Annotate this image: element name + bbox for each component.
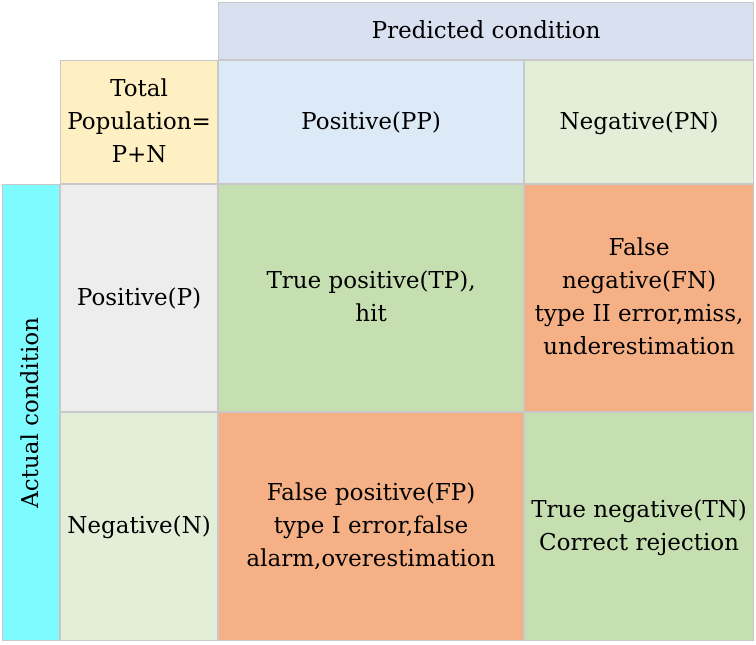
true-negative-line-2: Correct rejection (539, 529, 739, 556)
total-population-cell: Total Population= P+N (60, 60, 218, 184)
total-population-line-1: Total (110, 75, 168, 102)
actual-negative-label: Negative(N) (67, 513, 211, 539)
false-negative-line-2: negative(FN) (561, 268, 717, 294)
true-negative-line-1: True negative(TN) (531, 496, 747, 523)
false-positive-line-3: alarm,overestimation (246, 546, 496, 572)
predicted-negative-header: Negative(PN) (524, 60, 754, 184)
predicted-positive-header: Positive(PP) (218, 60, 524, 184)
actual-negative-header: Negative(N) (60, 412, 218, 641)
true-positive-line-1: True positive(TP), (266, 268, 476, 294)
predicted-negative-label: Negative(PN) (559, 108, 719, 135)
total-population-line-3: P+N (111, 141, 167, 168)
false-negative-cell: False negative(FN) type II error,miss, u… (524, 184, 754, 412)
false-positive-line-2: type I error,false (273, 513, 469, 539)
actual-condition-label: Actual condition (17, 317, 44, 508)
predicted-positive-label: Positive(PP) (301, 108, 441, 135)
false-positive-line-1: False positive(FP) (266, 480, 476, 506)
actual-positive-header: Positive(P) (60, 184, 218, 412)
false-negative-line-3: type II error,miss, (534, 301, 744, 327)
false-positive-cell: False positive(FP) type I error,false al… (218, 412, 524, 641)
true-positive-cell: True positive(TP), hit (218, 184, 524, 412)
true-negative-cell: True negative(TN) Correct rejection (524, 412, 754, 641)
predicted-condition-header: Predicted condition (218, 2, 754, 60)
predicted-condition-label: Predicted condition (371, 17, 601, 44)
false-negative-line-4: underestimation (543, 334, 735, 360)
actual-positive-label: Positive(P) (76, 284, 202, 311)
false-negative-line-1: False (608, 235, 670, 261)
true-positive-line-2: hit (355, 301, 387, 327)
total-population-line-2: Population= (67, 108, 211, 135)
actual-condition-header: Actual condition (2, 184, 60, 641)
